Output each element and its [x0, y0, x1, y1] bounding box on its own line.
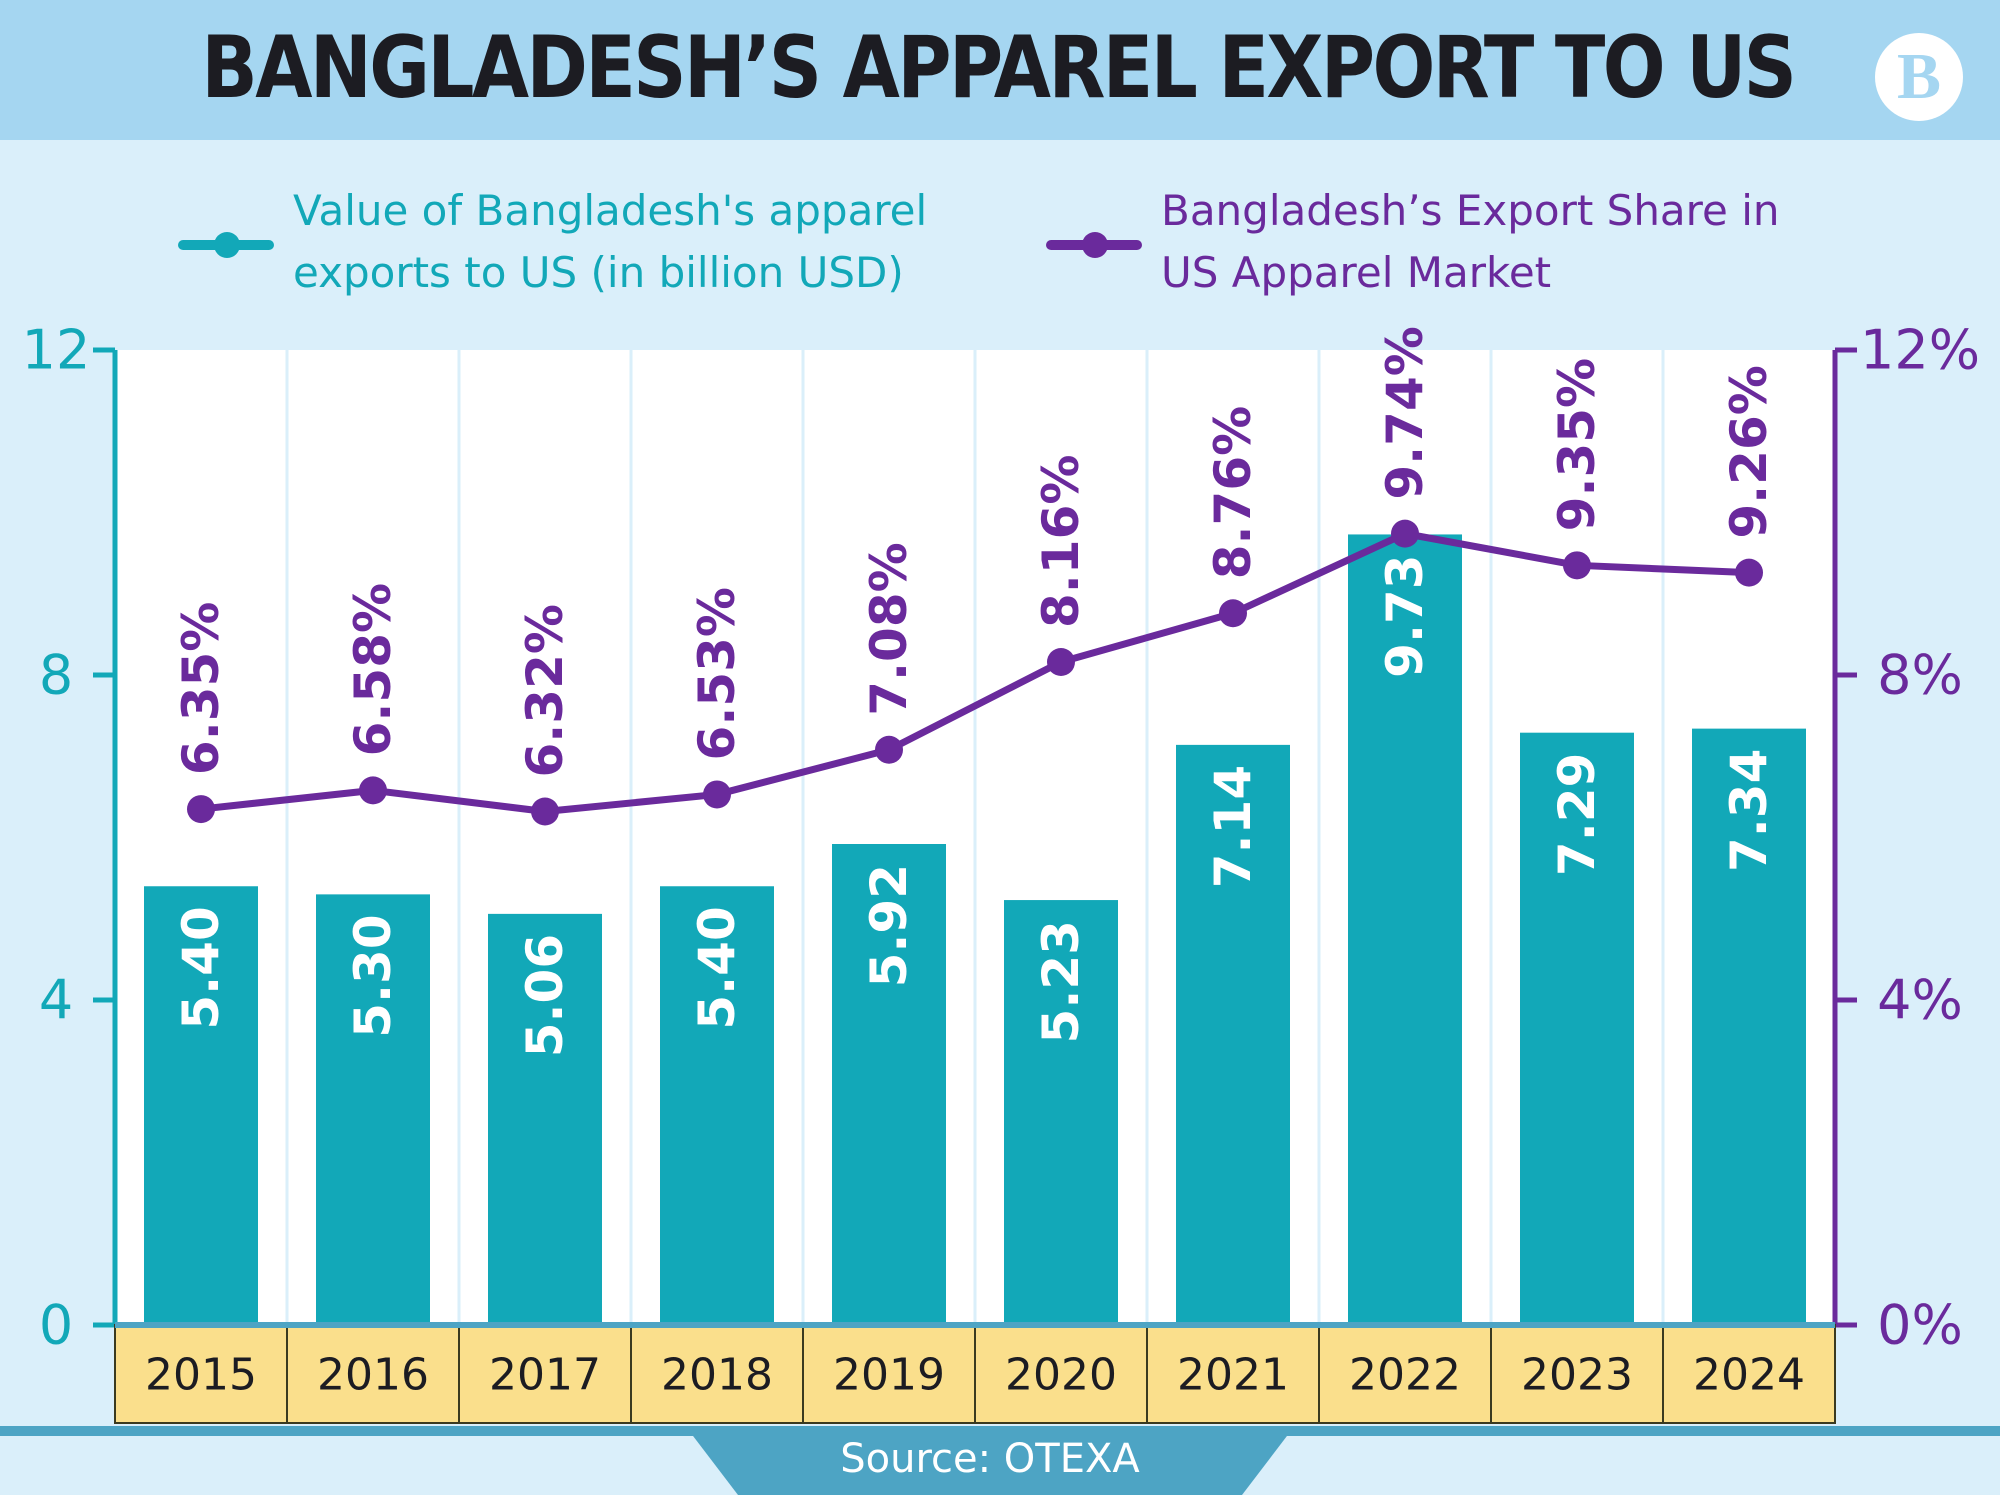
share-value-label-2024: 9.26%	[1720, 365, 1778, 538]
share-point-2017	[531, 797, 559, 826]
right-axis-tick-label: 8%	[1877, 644, 1963, 707]
left-axis-tick-label: 4	[39, 969, 73, 1032]
source-tab	[690, 1432, 1290, 1495]
share-point-2016	[359, 776, 387, 805]
bar-value-label-2022: 9.73	[1376, 554, 1434, 677]
bar-value-label-2015: 5.40	[172, 906, 230, 1029]
bar-2015	[144, 886, 258, 1325]
share-value-label-2019: 7.08%	[860, 542, 918, 715]
bar-2019	[832, 844, 946, 1325]
legend-line-swatch-icon	[1046, 232, 1142, 258]
bar-2020	[1004, 900, 1118, 1325]
share-point-2024	[1735, 558, 1763, 587]
right-axis-tick-label: 12%	[1860, 319, 1980, 382]
brand-logo-icon: B	[1875, 33, 1963, 121]
share-value-label-2021: 8.76%	[1204, 406, 1262, 579]
legend-label-export-value: Value of Bangladesh's apparel exports to…	[293, 186, 928, 297]
bar-2016	[316, 894, 430, 1325]
left-axis-tick-label: 12	[22, 319, 91, 382]
share-value-label-2017: 6.32%	[516, 604, 574, 777]
right-axis-tick-label: 0%	[1877, 1294, 1963, 1357]
bar-value-label-2020: 5.23	[1032, 920, 1090, 1043]
bar-2017	[488, 913, 602, 1325]
share-point-2023	[1563, 551, 1591, 580]
bar-value-label-2019: 5.92	[860, 864, 918, 987]
share-point-2021	[1219, 599, 1247, 628]
bar-value-label-2017: 5.06	[516, 934, 574, 1057]
x-tick-label-2019: 2019	[833, 1350, 945, 1401]
bar-2018	[660, 886, 774, 1325]
x-tick-label-2021: 2021	[1177, 1350, 1289, 1401]
bar-2022	[1348, 534, 1462, 1325]
share-line	[200, 530, 1750, 815]
x-tick-label-2023: 2023	[1521, 1350, 1633, 1401]
x-tick-label-2016: 2016	[317, 1350, 429, 1401]
legend-bar-swatch-icon	[178, 232, 274, 258]
share-value-label-2022: 9.74%	[1376, 326, 1434, 499]
title-banner	[0, 0, 2000, 140]
bar-value-label-2023: 7.29	[1548, 753, 1606, 876]
source-note: Source: OTEXA	[840, 1436, 1140, 1482]
legend-label-export-share: Bangladesh’s Export Share in US Apparel …	[1161, 186, 1780, 297]
share-point-2018	[703, 780, 731, 809]
x-tick-label-2017: 2017	[489, 1350, 601, 1401]
bar-value-label-2018: 5.40	[688, 906, 746, 1029]
bar-2024	[1692, 728, 1806, 1325]
footer-strip	[0, 1426, 2000, 1436]
x-tick-label-2015: 2015	[145, 1350, 257, 1401]
x-tick-label-2024: 2024	[1693, 1350, 1805, 1401]
share-value-label-2015: 6.35%	[172, 602, 230, 775]
share-point-2015	[187, 795, 215, 824]
share-point-2020	[1047, 648, 1075, 676]
x-tick-label-2022: 2022	[1349, 1350, 1461, 1401]
share-point-2019	[875, 735, 903, 764]
share-value-label-2018: 6.53%	[688, 587, 746, 760]
share-value-label-2016: 6.58%	[344, 583, 402, 756]
bar-value-label-2021: 7.14	[1204, 765, 1262, 888]
share-value-label-2020: 8.16%	[1032, 455, 1090, 628]
share-point-2022	[1391, 519, 1419, 548]
bar-2023	[1520, 732, 1634, 1325]
bar-2021	[1176, 744, 1290, 1325]
bar-value-label-2024: 7.34	[1720, 749, 1778, 872]
left-axis-tick-label: 0	[39, 1294, 73, 1357]
share-value-label-2023: 9.35%	[1548, 358, 1606, 531]
left-axis-tick-label: 8	[39, 644, 73, 707]
right-axis-tick-label: 4%	[1877, 969, 1963, 1032]
x-tick-label-2018: 2018	[661, 1350, 773, 1401]
chart-title: BANGLADESH’S APPAREL EXPORT TO US	[201, 18, 1797, 118]
x-tick-label-2020: 2020	[1005, 1350, 1117, 1401]
bar-value-label-2016: 5.30	[344, 914, 402, 1037]
